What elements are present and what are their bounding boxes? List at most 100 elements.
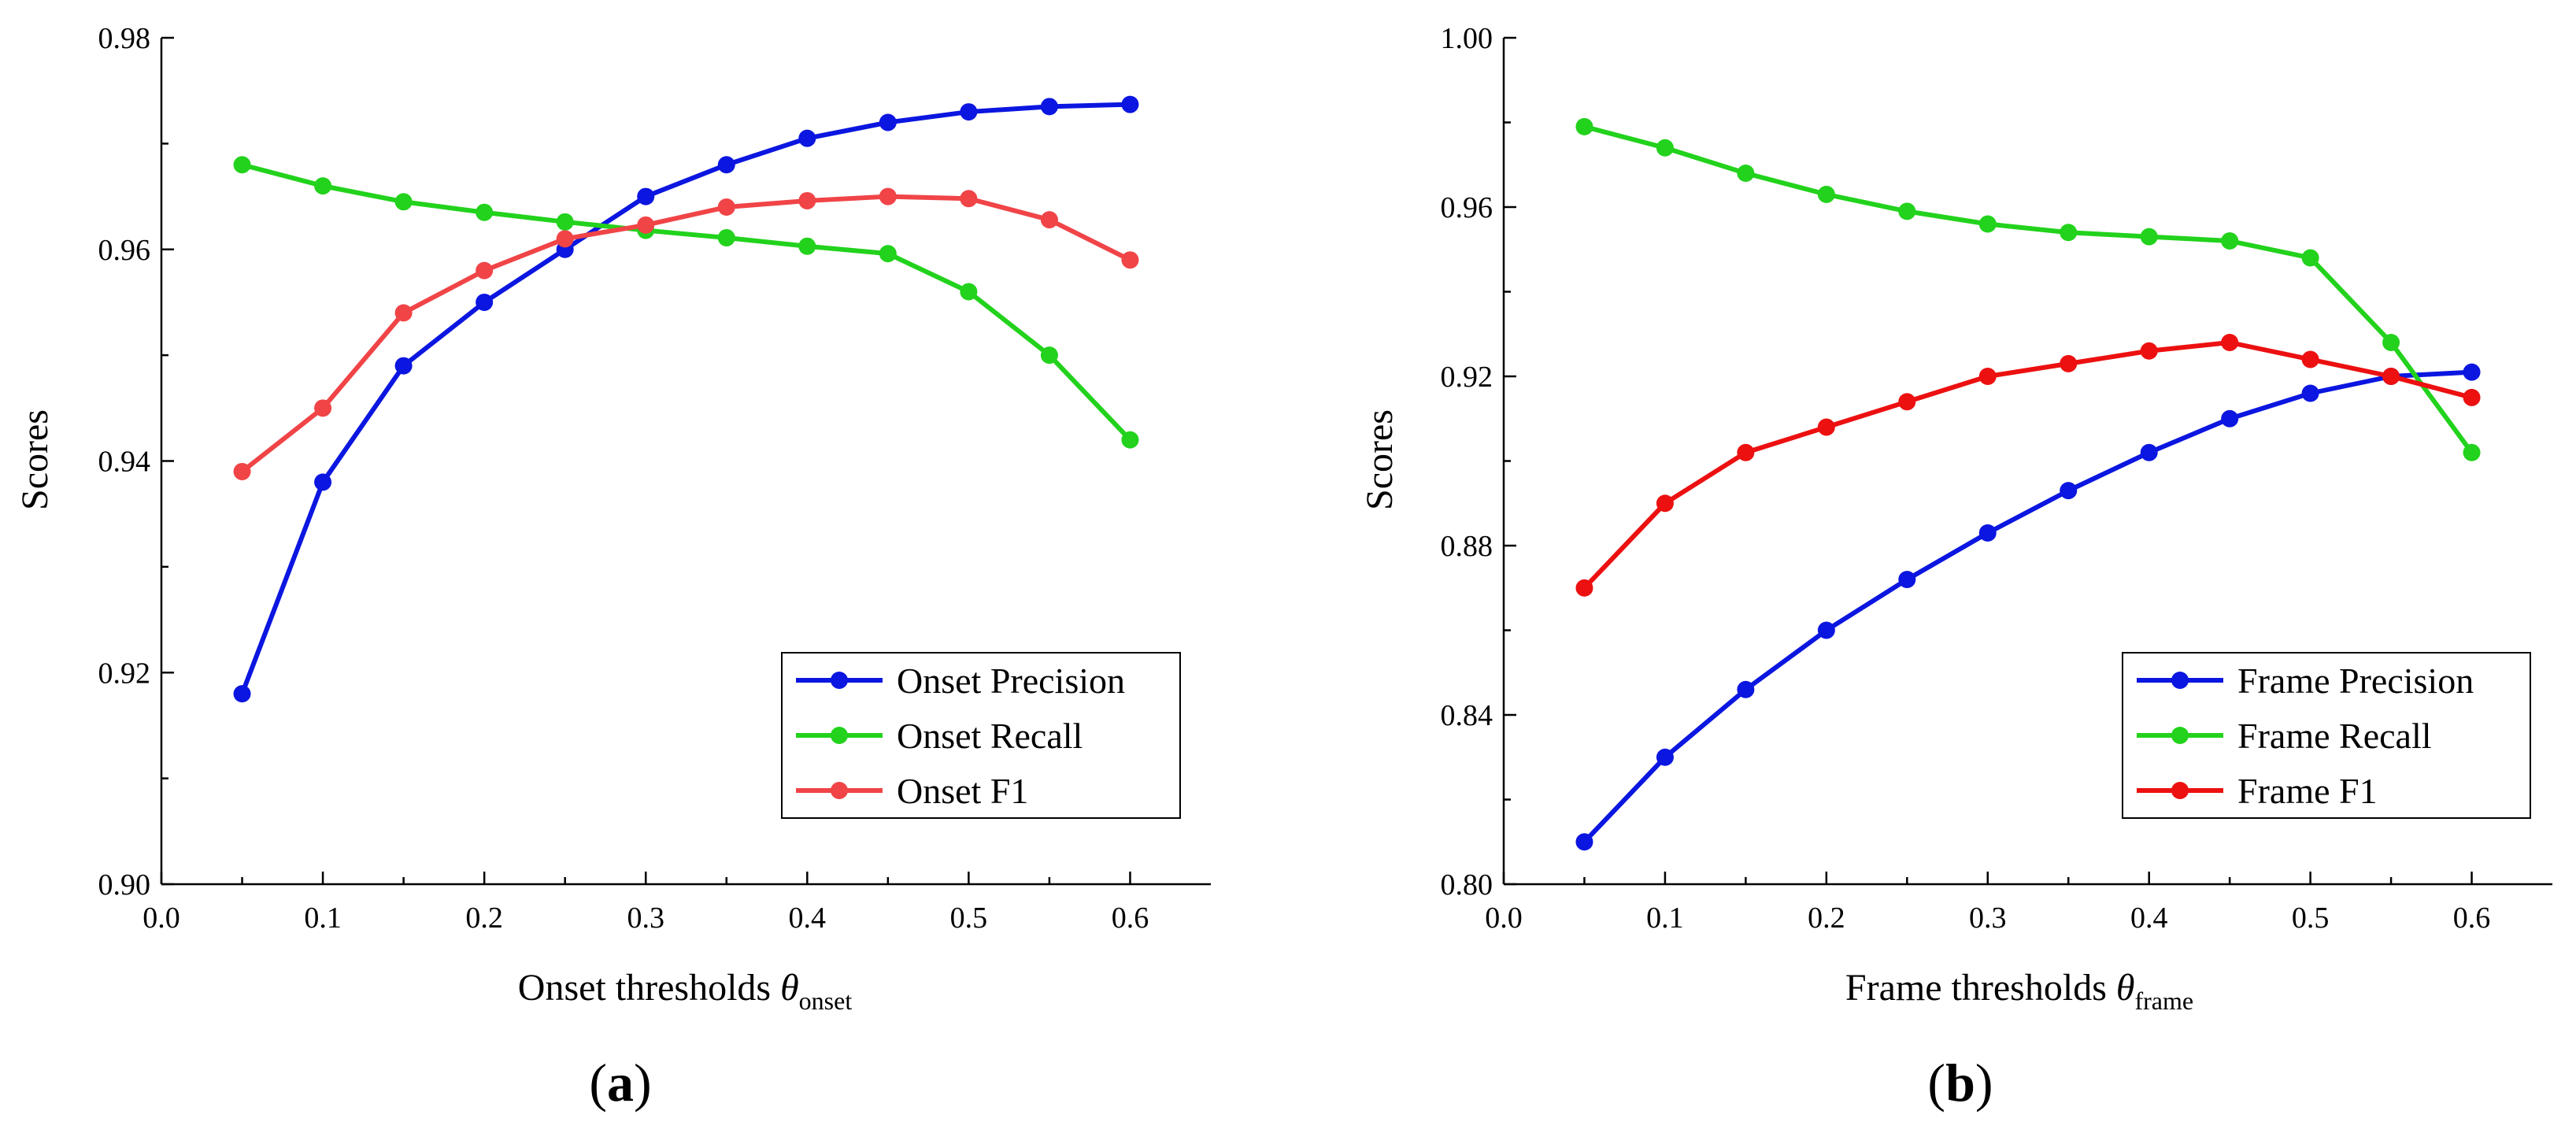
panel-b-x-tick-label: 0.1 <box>1646 902 1684 935</box>
frame-precision-point <box>1817 621 1835 639</box>
panel-a-y-tick-label: 0.90 <box>98 868 151 902</box>
frame-recall-point <box>1978 215 1997 233</box>
frame-f1-point <box>1898 393 1916 411</box>
frame-precision-point <box>1575 833 1593 851</box>
onset-f1-point <box>394 304 413 322</box>
onset-f1-point <box>556 230 574 248</box>
onset-f1-point <box>233 462 251 480</box>
frame-recall-point <box>2060 224 2078 242</box>
onset-precision-point <box>1121 95 1139 113</box>
panel-b-y-tick-label: 1.00 <box>1441 22 1493 55</box>
panel-b-x-tick-label: 0.2 <box>1808 902 1845 935</box>
onset-precision-point <box>879 113 897 131</box>
panel-b-x-axis-title-symbol: θ <box>2116 967 2135 1009</box>
onset-precision-point <box>798 129 816 147</box>
frame-recall-legend-label: Frame Recall <box>2237 716 2432 756</box>
onset-recall-point <box>394 193 413 211</box>
panel-b-x-tick-label: 0.3 <box>1969 902 2007 935</box>
onset-recall-point <box>879 245 897 263</box>
frame-precision-point <box>1737 680 1755 698</box>
onset-f1-point <box>717 198 735 216</box>
onset-f1-point <box>798 191 816 209</box>
frame-precision-legend-marker <box>2171 672 2189 689</box>
frame-f1-point <box>1575 579 1593 597</box>
frame-f1-point <box>1978 368 1997 385</box>
frame-recall-point <box>2301 249 2319 267</box>
frame-recall-point <box>1575 117 1593 135</box>
panel-a-y-tick-label: 0.92 <box>98 657 151 690</box>
frame-f1-point <box>2301 350 2319 368</box>
onset-f1-point <box>314 399 332 417</box>
onset-recall-point <box>314 177 332 195</box>
frame-f1-legend-label: Frame F1 <box>2237 771 2378 811</box>
frame-f1-point <box>1656 494 1674 513</box>
frame-precision-line <box>1582 369 2472 844</box>
onset-precision-point <box>233 685 251 703</box>
frame-recall-point <box>2463 443 2481 461</box>
frame-f1-point <box>2463 388 2481 406</box>
panel-a-x-tick-label: 0.3 <box>627 902 664 935</box>
onset-precision-legend-marker <box>831 672 848 689</box>
panel-a-x-axis-title-text: Onset thresholds <box>518 967 771 1009</box>
panel-b-y-tick-label: 0.88 <box>1441 530 1493 563</box>
panel-b-x-tick-label: 0.4 <box>2130 902 2168 935</box>
panel-a-y-axis-title: Scores <box>14 409 56 510</box>
panel-b-legend: Frame Precision Frame Recall Frame F1 <box>2122 652 2531 819</box>
onset-precision-point <box>394 357 413 375</box>
frame-precision-point <box>2221 409 2239 428</box>
panel-a-x-tick-label: 0.4 <box>789 902 827 935</box>
panel-a-x-tick-label: 0.0 <box>142 902 180 935</box>
frame-precision-point <box>1978 524 1997 542</box>
onset-precision-point <box>717 156 735 174</box>
panel-a-x-tick-label: 0.6 <box>1112 902 1149 935</box>
frame-f1-point <box>2221 334 2239 351</box>
frame-precision-point <box>2140 443 2158 461</box>
frame-recall-line <box>1583 124 2474 454</box>
onset-f1-point <box>960 190 978 208</box>
onset-recall-point <box>233 156 251 174</box>
panel-a-x-axis-title-symbol: θ <box>780 967 799 1009</box>
panel-b-x-tick-label: 0.0 <box>1485 902 1523 935</box>
panel-b-y-tick-label: 0.92 <box>1441 361 1493 394</box>
onset-f1-legend-label: Onset F1 <box>897 771 1028 811</box>
panel-a-label-letter: a <box>607 1053 634 1113</box>
onset-recall-point <box>960 283 978 301</box>
onset-f1-point <box>879 187 897 205</box>
onset-f1-point <box>637 216 655 234</box>
onset-recall-point <box>1121 431 1139 449</box>
frame-recall-point <box>2382 334 2400 351</box>
onset-precision-point <box>1040 98 1058 116</box>
onset-recall-point <box>717 228 735 246</box>
onset-recall-legend-label: Onset Recall <box>897 716 1083 756</box>
panel-b-y-tick-label: 0.80 <box>1441 868 1493 902</box>
panel-b-x-axis-title: Frame thresholds θframe <box>1845 967 2193 1015</box>
frame-precision-point <box>2301 384 2319 402</box>
panel-b-x-axis-title-subscript: frame <box>2134 987 2193 1015</box>
panel-a-y-tick-label: 0.96 <box>98 234 151 267</box>
panel-a-y-tick-label: 0.98 <box>98 22 151 55</box>
panel-a-x-tick-label: 0.2 <box>465 902 503 935</box>
panel-a: 0.90 0.92 0.94 0.96 0.98 0.0 0.1 0.2 0.3 0.4 0.5 0.… <box>14 22 1211 1113</box>
frame-precision-legend-label: Frame Precision <box>2237 661 2474 701</box>
frame-f1-point <box>1737 443 1755 461</box>
panel-b-label-letter: b <box>1945 1053 1975 1113</box>
frame-precision-point <box>2060 482 2078 500</box>
frame-f1-legend-marker <box>2171 782 2189 799</box>
onset-f1-point <box>1121 251 1139 269</box>
frame-f1-point <box>1817 418 1835 436</box>
panel-b-x-tick-label: 0.6 <box>2453 902 2491 935</box>
frame-precision-point <box>1898 571 1916 588</box>
onset-recall-line <box>241 162 1132 442</box>
panel-a-legend: Onset Precision Onset Recall Onset F1 <box>781 652 1181 819</box>
onset-f1-legend-marker <box>831 782 848 799</box>
panel-b-plot: 0.80 0.84 0.88 0.92 0.96 1.00 0.0 0.1 0.2 0.3 0.4 0… <box>1441 22 2552 935</box>
frame-recall-point <box>1656 139 1674 157</box>
panel-b-y-axis-title: Scores <box>1359 409 1401 510</box>
frame-f1-line <box>1582 340 2473 590</box>
panel-b-label: (b) <box>1927 1053 1993 1113</box>
onset-precision-point <box>960 103 978 121</box>
frame-recall-point <box>1898 202 1916 220</box>
frame-recall-legend-marker <box>2171 727 2189 744</box>
onset-f1-point <box>476 261 494 280</box>
